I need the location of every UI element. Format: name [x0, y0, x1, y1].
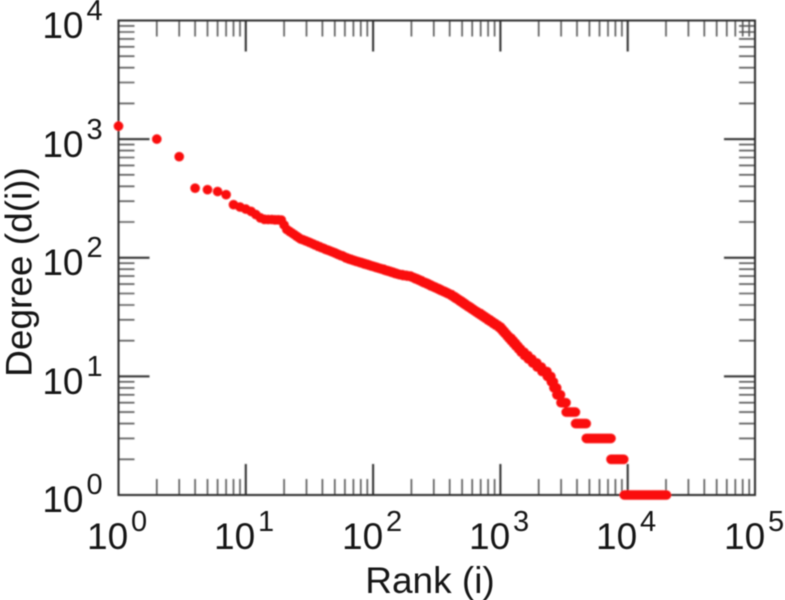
svg-text:1: 1: [258, 506, 274, 538]
svg-text:Degree (d(i)): Degree (d(i)): [0, 167, 40, 377]
svg-text:0: 0: [87, 469, 103, 501]
svg-text:10: 10: [42, 242, 83, 283]
svg-text:Rank (i): Rank (i): [365, 560, 495, 600]
svg-text:4: 4: [640, 506, 656, 538]
svg-text:1: 1: [87, 351, 103, 383]
svg-text:10: 10: [42, 5, 83, 46]
svg-text:10: 10: [469, 516, 510, 557]
svg-text:10: 10: [87, 516, 128, 557]
svg-text:3: 3: [513, 506, 529, 538]
svg-text:10: 10: [596, 516, 637, 557]
svg-text:0: 0: [131, 506, 147, 538]
svg-text:10: 10: [214, 516, 255, 557]
svg-text:10: 10: [42, 479, 83, 520]
svg-text:4: 4: [87, 0, 103, 27]
svg-text:10: 10: [724, 516, 765, 557]
svg-text:10: 10: [342, 516, 383, 557]
svg-text:5: 5: [768, 506, 784, 538]
svg-text:2: 2: [87, 232, 103, 264]
svg-text:10: 10: [42, 361, 83, 402]
svg-text:10: 10: [42, 124, 83, 165]
svg-text:3: 3: [87, 114, 103, 146]
svg-text:2: 2: [386, 506, 402, 538]
